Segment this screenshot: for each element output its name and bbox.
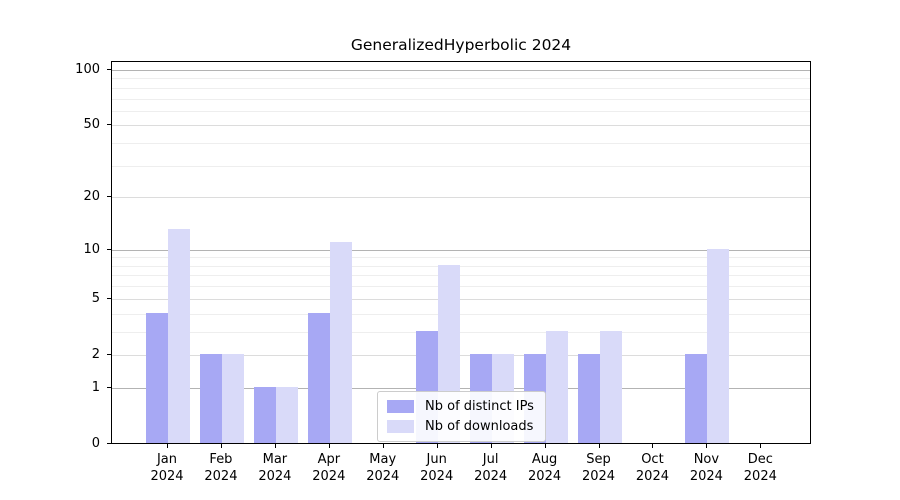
x-tick-mark [544, 444, 546, 448]
legend-label-distinct-ips: Nb of distinct IPs [425, 399, 534, 415]
y-tick-mark [107, 248, 111, 250]
x-tick-label-jan: Jan 2024 [150, 452, 184, 484]
legend-swatch-distinct-ips [387, 400, 414, 414]
minor-gridline [112, 313, 810, 315]
x-tick-label-jun: Jun 2024 [420, 452, 454, 484]
bar-ips-nov [685, 353, 708, 443]
x-tick-label-oct: Oct 2024 [635, 452, 669, 484]
x-tick-mark [436, 444, 438, 448]
x-tick-label-aug: Aug 2024 [528, 452, 562, 484]
chart-title: GeneralizedHyperbolic 2024 [350, 36, 572, 54]
minor-gridline [112, 78, 810, 80]
bar-ips-mar [253, 386, 276, 443]
y-tick-label-10: 10 [83, 241, 100, 257]
bar-downloads-sep [599, 330, 622, 443]
x-tick-label-nov: Nov 2024 [689, 452, 723, 484]
x-tick-mark [490, 444, 492, 448]
x-tick-mark [760, 444, 762, 448]
x-tick-mark [274, 444, 276, 448]
x-tick-mark [167, 444, 168, 448]
x-tick-label-mar: Mar 2024 [258, 452, 292, 484]
gridline [112, 197, 810, 199]
bar-ips-jan [146, 312, 168, 443]
x-tick-mark [328, 444, 330, 448]
y-tick-mark [107, 386, 111, 388]
x-tick-mark [598, 444, 600, 448]
bar-ips-feb [199, 353, 222, 443]
y-tick-label-5: 5 [91, 290, 100, 306]
bar-downloads-mar [275, 386, 298, 443]
minor-gridline [112, 98, 810, 100]
y-tick-mark [107, 124, 111, 126]
y-tick-label-0: 0 [91, 436, 100, 451]
bar-ips-sep [577, 353, 600, 443]
legend-swatch-downloads [387, 419, 414, 433]
y-tick-mark [107, 297, 111, 299]
x-tick-label-apr: Apr 2024 [312, 452, 346, 484]
y-tick-mark [107, 353, 111, 355]
minor-gridline [112, 286, 810, 288]
minor-gridline [112, 265, 810, 267]
y-tick-label-1: 1 [91, 379, 100, 395]
gridline [112, 354, 810, 356]
legend: Nb of distinct IPs Nb of downloads [377, 391, 546, 442]
legend-row-distinct-ips: Nb of distinct IPs [387, 398, 537, 415]
bar-downloads-aug [545, 330, 568, 443]
y-tick-mark [107, 196, 111, 198]
minor-gridline [112, 331, 810, 333]
x-tick-mark [706, 444, 708, 448]
y-tick-mark [107, 68, 111, 70]
y-tick-label-100: 100 [75, 61, 100, 77]
minor-gridline [112, 257, 810, 259]
x-tick-label-feb: Feb 2024 [204, 452, 238, 484]
legend-label-downloads: Nb of downloads [425, 418, 534, 434]
y-tick-mark [107, 443, 111, 444]
y-tick-label-50: 50 [83, 117, 100, 133]
bar-downloads-nov [707, 248, 730, 443]
minor-gridline [112, 165, 810, 167]
y-tick-label-20: 20 [83, 189, 100, 205]
x-tick-mark [652, 444, 654, 448]
bar-ips-apr [307, 312, 330, 443]
minor-gridline [112, 87, 810, 89]
y-tick-label-2: 2 [91, 346, 100, 362]
x-tick-mark [382, 444, 384, 448]
decade-gridline [112, 249, 810, 251]
decade-gridline [112, 69, 810, 71]
x-tick-label-jul: Jul 2024 [474, 452, 508, 484]
minor-gridline [112, 143, 810, 145]
decade-gridline [112, 387, 810, 389]
x-tick-mark [220, 444, 222, 448]
x-tick-label-sep: Sep 2024 [581, 452, 616, 484]
gridline [112, 298, 810, 300]
minor-gridline [112, 275, 810, 277]
plot-area [111, 61, 811, 444]
minor-gridline [112, 110, 810, 112]
bar-downloads-apr [329, 241, 352, 443]
x-tick-label-dec: Dec 2024 [743, 452, 777, 484]
bar-downloads-jan [168, 229, 190, 443]
x-tick-label-may: May 2024 [366, 452, 400, 484]
legend-row-downloads: Nb of downloads [387, 418, 537, 435]
bar-downloads-feb [221, 353, 244, 443]
gridline [112, 125, 810, 127]
